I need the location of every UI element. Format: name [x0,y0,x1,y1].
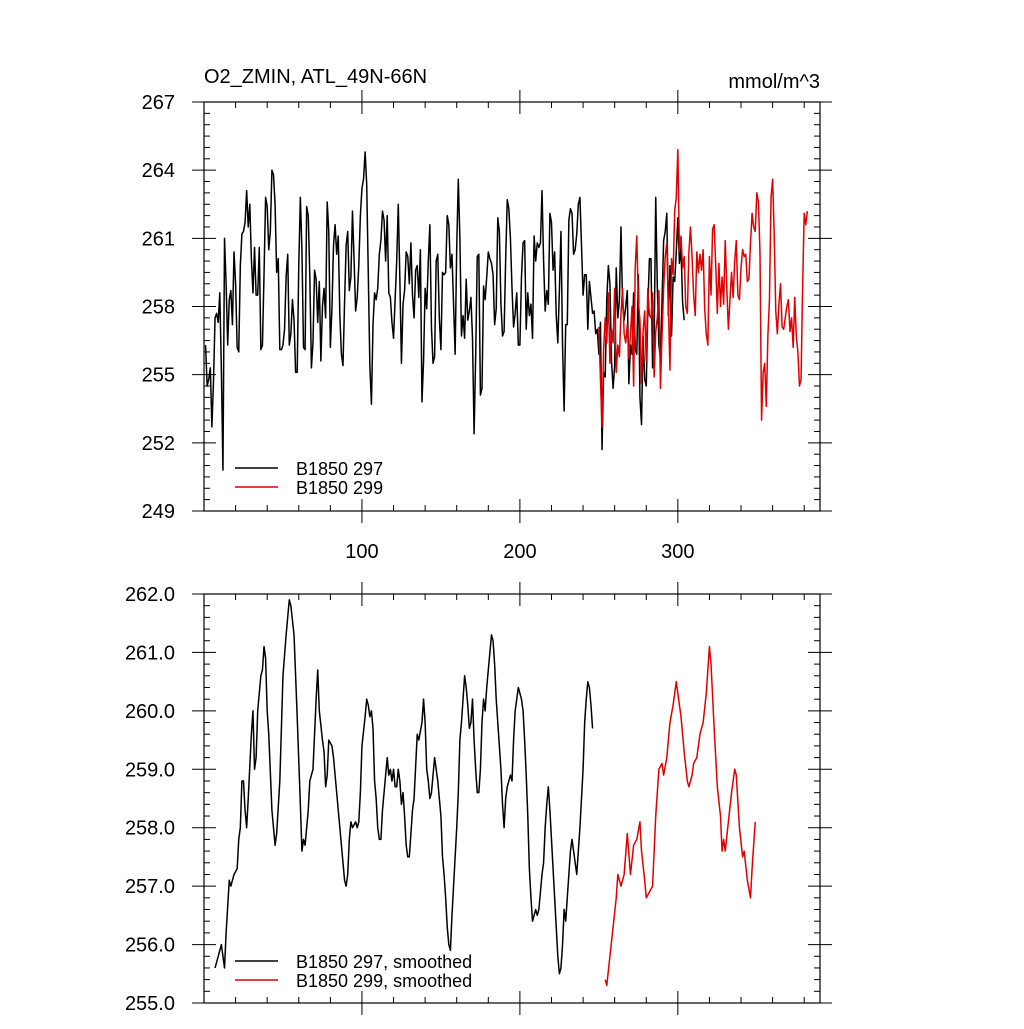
y-tick-label: 255.0 [125,993,175,1015]
y-tick-label: 267 [142,92,175,114]
y-tick-label: 255 [142,365,175,387]
x-tick-label: 100 [345,541,378,563]
y-tick-label: 259.0 [125,759,175,781]
y-tick-label: 262.0 [125,584,175,606]
y-tick-label: 264 [142,160,175,182]
plot-frame [203,593,821,1004]
x-tick-label: 300 [661,541,694,563]
y-tick-label: 252 [142,433,175,455]
y-tick-label: 261.0 [125,642,175,664]
series-line-1 [204,151,685,471]
y-tick-label: 257.0 [125,876,175,898]
x-tick-label: 200 [503,541,536,563]
legend-label-2: B1850 299, smoothed [296,971,472,991]
legend-label-2: B1850 299 [296,478,383,498]
y-tick-label: 261 [142,228,175,250]
top-panel: 100 200 300 249 252 255 258 261 264 267 B1850 297B… [142,90,832,563]
series-line-2 [604,645,756,987]
y-tick-label: 258.0 [125,818,175,840]
series-line-2 [598,148,809,428]
y-tick-label: 260.0 [125,701,175,723]
y-tick-label: 249 [142,501,175,523]
y-tick-label: 256.0 [125,935,175,957]
top-title-right: mmol/m^3 [728,71,820,93]
series-line-1 [214,599,594,975]
legend-label-1: B1850 297 [296,459,383,479]
bottom-panel: 255.0 256.0 257.0 258.0 259.0 260.0 261.0 262.0… [125,582,832,1015]
top-title-left: O2_ZMIN, ATL_49N-66N [204,66,427,88]
legend-label-1: B1850 297, smoothed [296,952,472,972]
y-tick-label: 258 [142,297,175,319]
